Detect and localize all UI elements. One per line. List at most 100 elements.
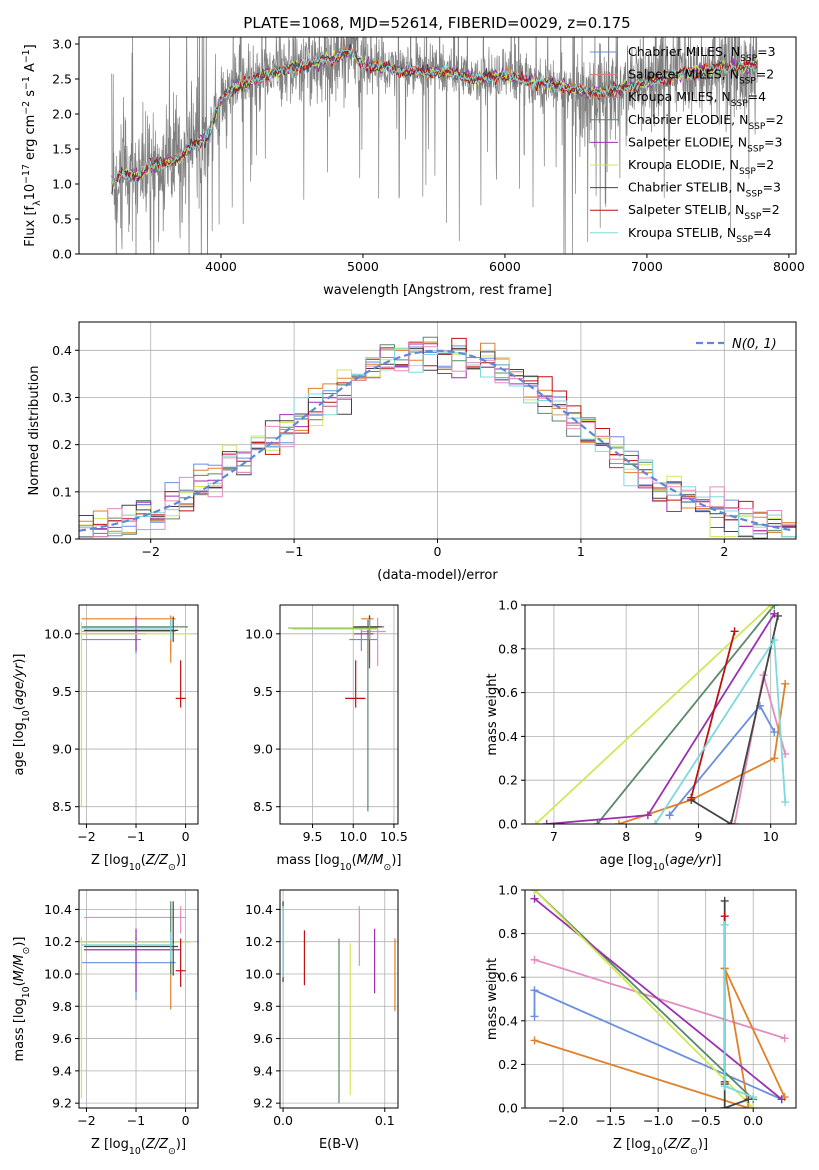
x-tick-label: 4000: [205, 259, 237, 274]
axes-frame: [524, 604, 797, 825]
weight-point-marker: [744, 1095, 753, 1104]
x-tick-label: −2.0: [548, 1113, 578, 1128]
y-tick-label: 9.8: [253, 999, 273, 1014]
x-tick-label: −2: [141, 544, 159, 559]
axes-frame: [78, 36, 797, 255]
weight-point-marker: [773, 611, 782, 620]
x-tick-label: −0.5: [690, 1113, 720, 1128]
axes-frame: [78, 604, 199, 825]
weight-point-marker: [770, 754, 779, 763]
x-tick-label: 0: [434, 544, 442, 559]
residual-histogram-step: [79, 341, 796, 538]
weight-point-marker: [531, 820, 540, 824]
plot-area: [530, 890, 789, 1108]
legend: Chabrier MILES, NSSP=3 Salpeter MILES, NS…: [590, 44, 784, 245]
y-tick-label: 9.6: [253, 1031, 273, 1046]
weight-point-marker: [643, 811, 652, 820]
x-tick-label: 0.0: [743, 1113, 763, 1128]
x-tick-label: −2: [77, 829, 95, 844]
weight-line: [723, 924, 754, 1098]
mass-vs-ebv-panel: 0.0 0.1 9.2 9.4 9.6 9.8 10.0 10.2 10.4 E(B-V): [245, 889, 399, 1152]
y-tick-label: 0.0: [52, 247, 72, 262]
y-tick-label: 0.6: [498, 685, 518, 700]
y-tick-label: 1.0: [498, 598, 518, 613]
weight-vs-metallicity-panel: −2.0 −1.5 −1.0 −0.5 0.0 0.0 0.2 0.4 0.6 0.8 1.0 Z […: [485, 883, 797, 1157]
y-tick-label: 9.5: [253, 684, 273, 699]
y-tick-label: 9.4: [52, 1063, 72, 1078]
x-tick-label: 8000: [773, 259, 805, 274]
weight-point-marker: [720, 896, 729, 905]
x-tick-label: 0.1: [375, 1113, 395, 1128]
legend-entry: Chabrier MILES, NSSP=3: [628, 44, 776, 64]
y-tick-label: 0.5: [52, 212, 72, 227]
weight-point-marker: [781, 679, 790, 688]
y-tick-label: 0.4: [498, 729, 518, 744]
residuals-panel: −2 −1 0 1 2 0.0 0.1 0.2 0.3 0.4 (data-model)/error…: [27, 321, 797, 583]
y-tick-label: 10.0: [44, 626, 72, 641]
weight-point-marker: [651, 820, 660, 824]
age-vs-mass-panel: 9.5 10.0 10.5 8.5 9.0 9.5 10.0 mass [log10(M/M⊙…: [245, 604, 408, 873]
x-tick-label: 7000: [631, 259, 663, 274]
legend-entry: Kroupa ELODIE, NSSP=2: [628, 157, 774, 177]
x-tick-label: 7: [550, 829, 558, 844]
y-tick-label: 9.0: [52, 742, 72, 757]
x-axis-label: wavelength [Angstrom, rest frame]: [323, 283, 552, 298]
weight-point-marker: [720, 1082, 729, 1091]
spectrum-panel: 4000 5000 6000 7000 8000 0.0 0.5 1.0 1.5 2.0 2.5 3.…: [21, 36, 805, 298]
y-tick-label: 10.4: [245, 902, 273, 917]
y-tick-label: 9.0: [253, 742, 273, 757]
y-tick-label: 0.6: [498, 970, 518, 985]
y-tick-label: 0.2: [498, 773, 518, 788]
y-tick-label: 9.4: [253, 1063, 273, 1078]
weight-line: [534, 958, 785, 1040]
plot-area: [531, 605, 790, 824]
y-tick-label: 0.0: [498, 1101, 518, 1116]
weight-line: [535, 605, 772, 824]
weight-point-marker: [720, 912, 729, 921]
weight-point-marker: [530, 955, 539, 964]
y-tick-label: 9.5: [52, 684, 72, 699]
weight-line: [534, 968, 786, 1108]
plot-area: [79, 615, 191, 807]
y-tick-label: 0.4: [52, 343, 72, 358]
y-tick-label: 0.0: [498, 817, 518, 832]
weight-line: [723, 900, 749, 1108]
y-axis-label: mass weight: [485, 958, 500, 1040]
y-tick-label: 2.5: [52, 72, 72, 87]
weight-point-marker: [530, 894, 539, 903]
x-tick-label: 1: [577, 544, 585, 559]
weight-point-marker: [730, 820, 739, 824]
weight-point-marker: [766, 605, 775, 609]
y-axis-label: Normed distribution: [27, 366, 42, 496]
y-axis-label: mass weight: [485, 673, 500, 755]
weight-point-marker: [720, 1104, 729, 1108]
y-tick-label: 10.4: [44, 902, 72, 917]
age-vs-metallicity-panel: −2 −1 0 8.5 9.0 9.5 10.0 Z [log10(Z/Z⊙)] age [lo…: [12, 604, 199, 873]
weight-point-marker: [530, 986, 539, 995]
axes-frame: [279, 889, 399, 1109]
x-tick-label: 10.0: [339, 829, 367, 844]
x-tick-label: −1: [127, 1113, 145, 1128]
x-axis-label: mass [log10(M/M⊙)]: [277, 853, 402, 873]
x-tick-label: 0.0: [273, 1113, 293, 1128]
y-axis-label: age [log10(age/yr)]: [12, 653, 32, 775]
x-axis-label: (data-model)/error: [377, 568, 498, 583]
y-tick-label: 2.0: [52, 107, 72, 122]
weight-point-marker: [780, 1034, 789, 1043]
weight-point-marker: [749, 1104, 758, 1108]
normal-distribution-curve: [79, 349, 794, 532]
x-tick-label: 0: [182, 829, 190, 844]
model-spectrum-line: [111, 48, 758, 185]
weight-point-marker: [665, 811, 674, 820]
weight-point-marker: [720, 920, 729, 929]
x-tick-label: 5000: [347, 259, 379, 274]
x-tick-label: −1: [285, 544, 303, 559]
plot-area: [282, 901, 396, 1104]
y-axis-label: mass [log10(M/M⊙)]: [12, 937, 32, 1062]
y-tick-label: 0.8: [498, 926, 518, 941]
mass-vs-metallicity-panel: −2 −1 0 9.2 9.4 9.6 9.8 10.0 10.2 10.4 Z [log10(Z/…: [12, 889, 199, 1157]
y-tick-label: 1.0: [52, 177, 72, 192]
weight-point-marker: [530, 1012, 539, 1021]
weight-point-marker: [614, 820, 623, 824]
y-tick-label: 10.0: [245, 626, 273, 641]
